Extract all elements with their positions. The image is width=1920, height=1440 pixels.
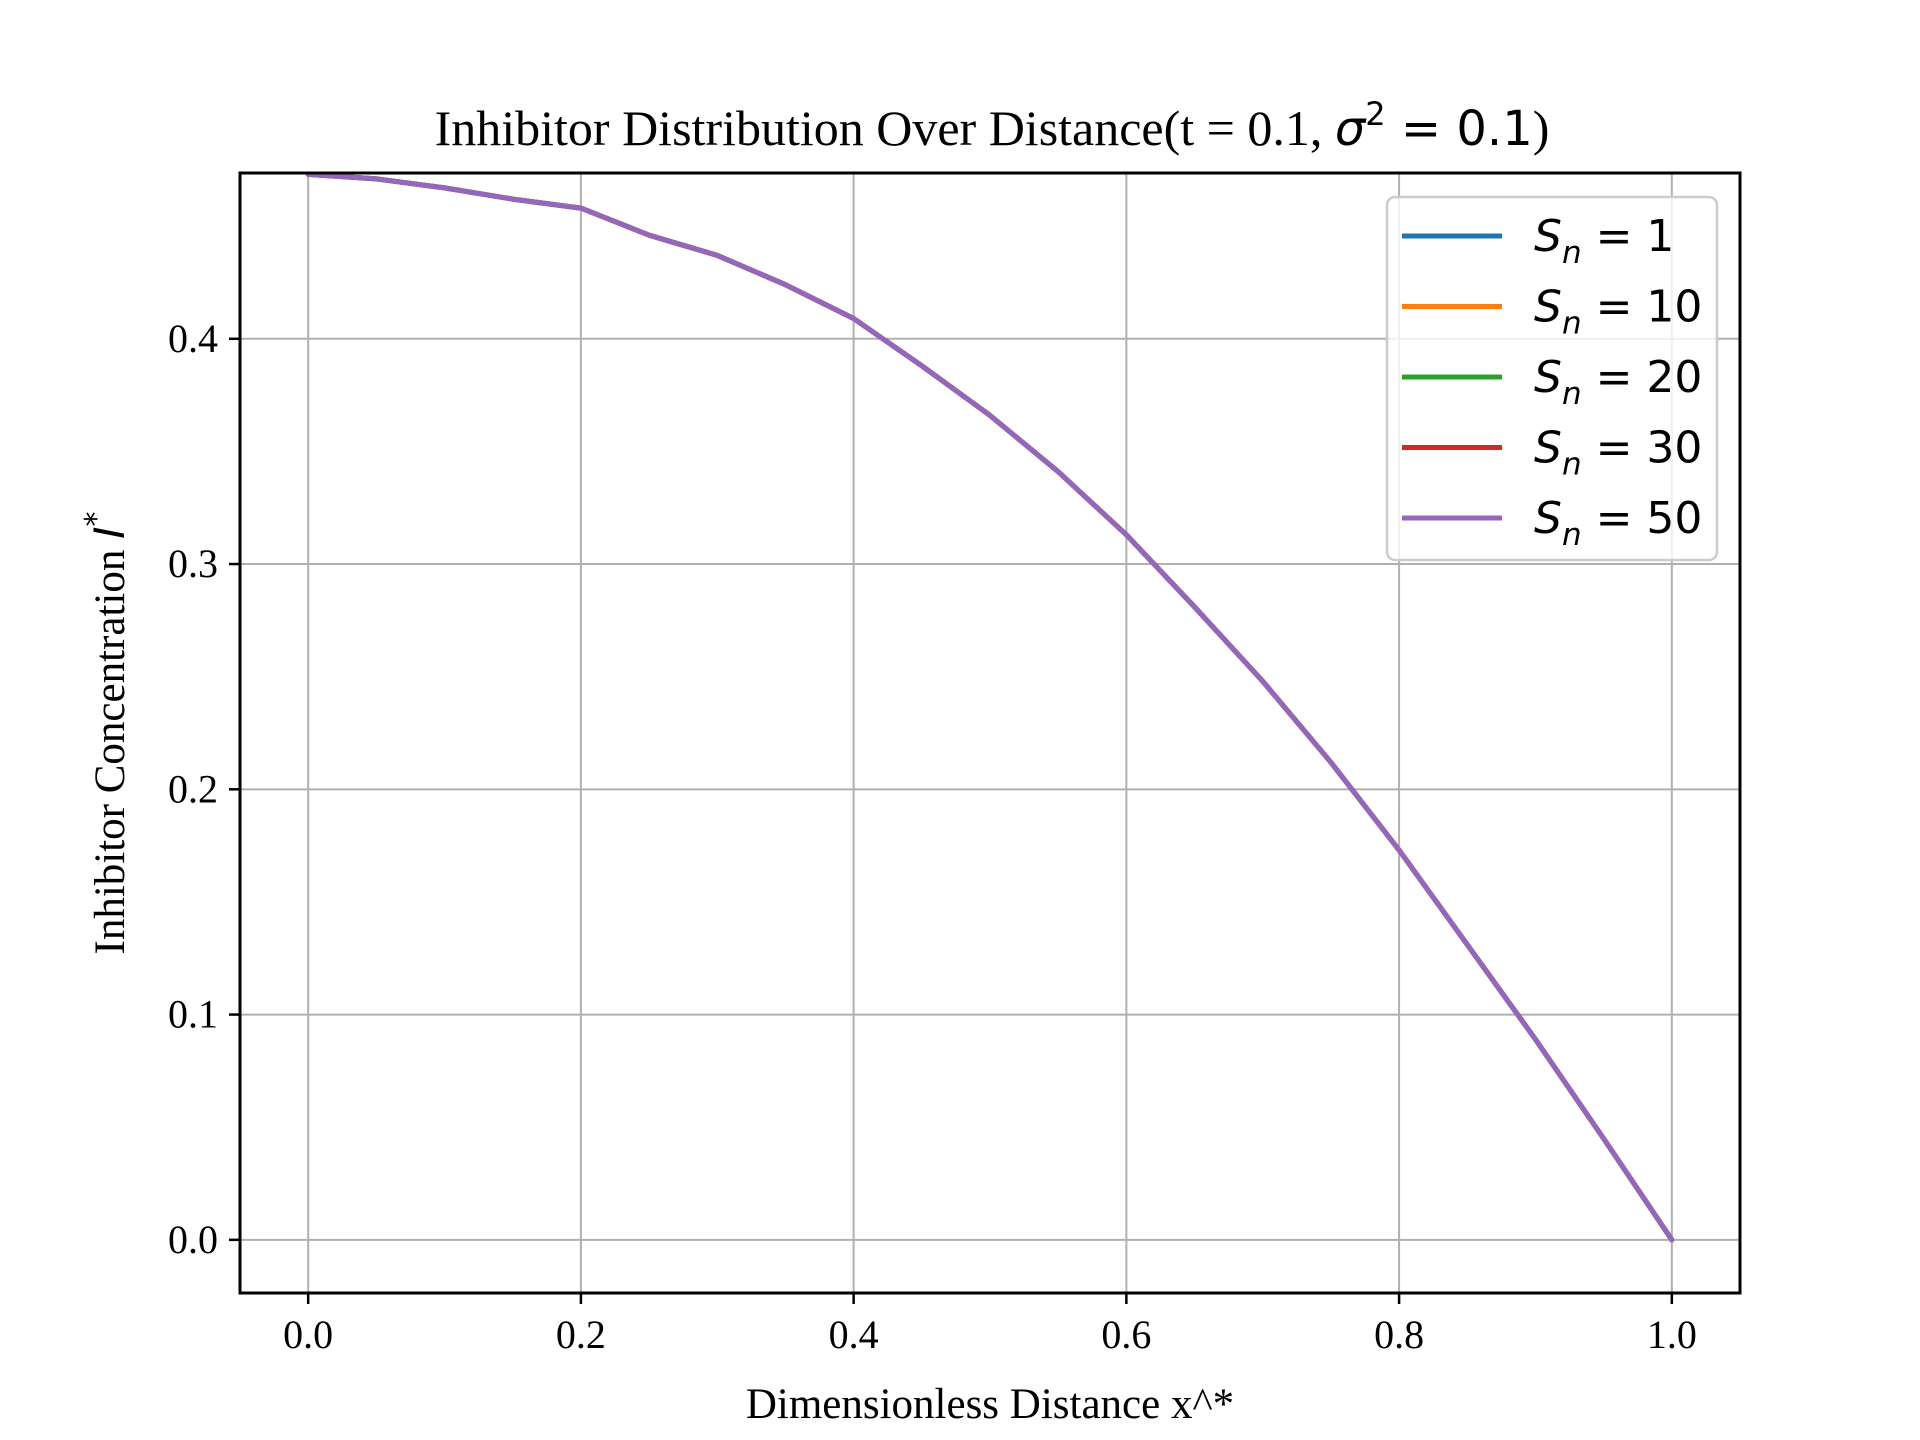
chart-title-suffix: ) <box>1533 100 1550 156</box>
legend-box <box>1385 195 1719 562</box>
chart-title: Inhibitor Distribution Over Distance(t =… <box>435 95 1550 157</box>
y-tick-label: 0.2 <box>168 766 218 811</box>
legend-label-5: Sn = 50 <box>1534 493 1702 553</box>
chart-title-math-sup: 2 <box>1365 95 1385 133</box>
series-line-5 <box>305 171 1675 1243</box>
legend-label-2: Sn = 10 <box>1534 282 1702 342</box>
y-axis-label-sup: * <box>79 512 114 527</box>
x-axis: 0.0 0.2 0.4 0.6 0.8 1.0 <box>283 1293 1697 1357</box>
legend-label-4: Sn = 30 <box>1534 423 1702 483</box>
legend-items: Sn = 1 Sn = 10 Sn = 20 Sn = 30 Sn = 50 <box>1402 211 1702 553</box>
x-tick-label: 0.2 <box>556 1312 606 1357</box>
chart-title-math-rest: = 0.1 <box>1386 101 1533 157</box>
y-tick-label: 0.3 <box>168 541 218 586</box>
y-axis: 0.0 0.1 0.2 0.3 0.4 <box>168 316 240 1262</box>
x-tick-label: 0.8 <box>1374 1312 1424 1357</box>
x-tick-label: 1.0 <box>1647 1312 1697 1357</box>
y-axis-label-math: I <box>85 527 134 539</box>
x-tick-label: 0.4 <box>829 1312 879 1357</box>
chart-title-prefix: Inhibitor Distribution Over Distance(t =… <box>435 100 1335 156</box>
legend-label-3: Sn = 20 <box>1534 352 1702 412</box>
x-tick-label: 0.6 <box>1101 1312 1151 1357</box>
chart-title-math-base: σ <box>1335 101 1367 157</box>
y-tick-label: 0.1 <box>168 992 218 1037</box>
series-lines <box>305 171 1675 1243</box>
x-tick-label: 0.0 <box>283 1312 333 1357</box>
y-tick-label: 0.4 <box>168 316 218 361</box>
legend-label-1: Sn = 1 <box>1534 211 1674 271</box>
x-axis-label: Dimensionless Distance x^* <box>746 1381 1234 1428</box>
plot-frame <box>238 171 1742 1295</box>
legend: Sn = 1 Sn = 10 Sn = 20 Sn = 30 Sn = 50 <box>1385 195 1719 562</box>
y-axis-label-text: Inhibitor Concentration <box>87 539 134 955</box>
y-tick-label: 0.0 <box>168 1217 218 1262</box>
y-axis-label: Inhibitor Concentration I* <box>79 512 134 955</box>
